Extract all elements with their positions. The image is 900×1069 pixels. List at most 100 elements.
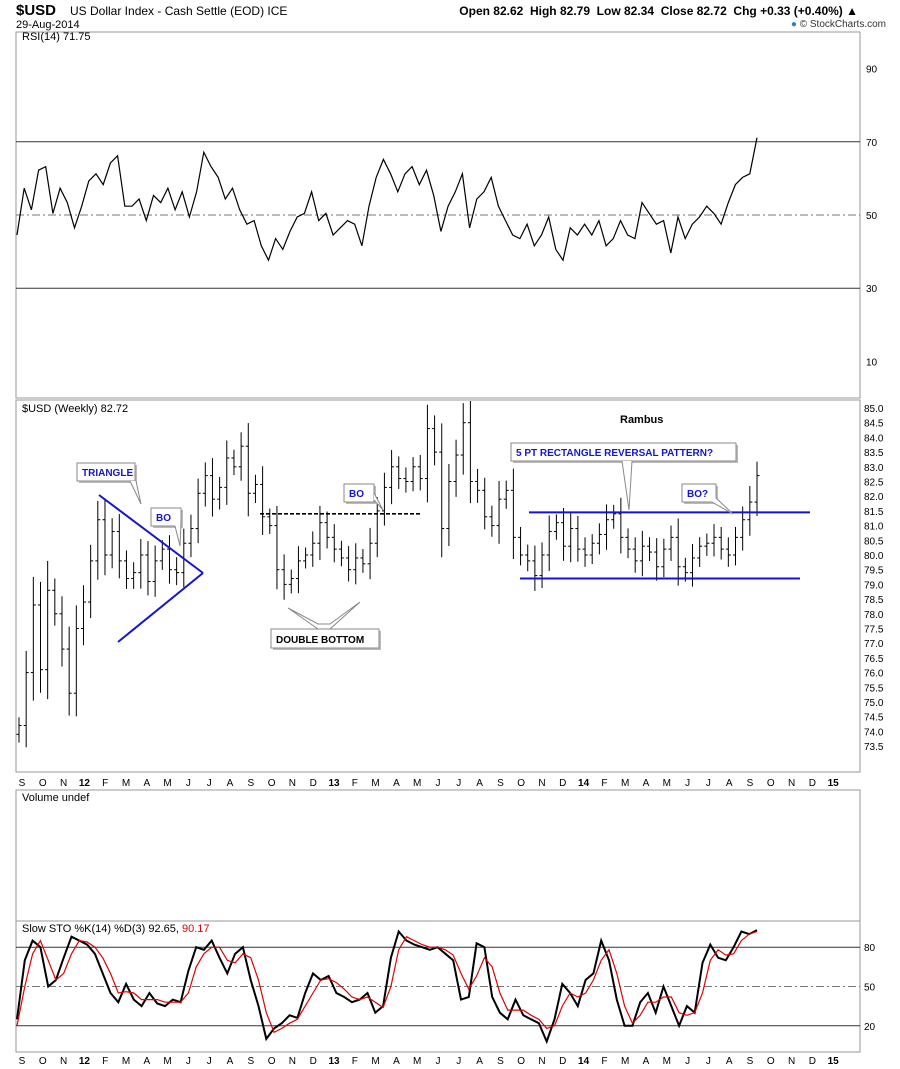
ohlc-bar <box>668 525 674 561</box>
ohlc-bar <box>116 514 122 579</box>
ohlc-bar <box>260 466 266 535</box>
ohlc-bar <box>88 544 94 619</box>
ohlc-bar <box>740 506 746 551</box>
x-tick-label: M <box>621 1056 629 1067</box>
ohlc-bar <box>224 440 230 505</box>
x-tick-label: N <box>289 1056 296 1067</box>
x-tick-label: J <box>186 778 191 789</box>
rsi-tick-label: 70 <box>866 138 878 149</box>
ohlc-bar <box>589 534 595 564</box>
ohlc-bar <box>496 480 502 544</box>
price-tick-label: 78.5 <box>864 595 884 606</box>
ohlc-bar <box>23 650 29 748</box>
x-tick-label: N <box>788 778 795 789</box>
bo1-callout: BO <box>150 507 183 528</box>
rectangle-callout: 5 PT RECTANGLE REVERSAL PATTERN? <box>510 442 738 463</box>
x-tick-label: M <box>163 778 171 789</box>
price-panel: $USD (Weekly) 82.72 Rambus 85.0 84.5 84.0 8… <box>16 401 884 753</box>
x-tick-label: O <box>268 1056 276 1067</box>
ohlc-bar <box>45 560 51 700</box>
x-tick-label: 12 <box>79 1056 91 1067</box>
ohlc-bar <box>37 581 43 693</box>
x-tick-label: M <box>163 1056 171 1067</box>
ohlc-bar <box>238 432 244 481</box>
ohlc-bar <box>381 472 387 526</box>
ohlc-bar <box>518 526 524 566</box>
bo2-callout-pointer <box>373 492 384 511</box>
x-tick-label: A <box>143 1056 150 1067</box>
price-tick-label: 74.0 <box>864 727 884 738</box>
triangle-upper-line <box>98 494 204 574</box>
x-tick-label: A <box>227 1056 234 1067</box>
ohlc-bar <box>317 505 323 560</box>
ohlc-bar <box>59 596 65 667</box>
ohlc-bar <box>202 462 208 507</box>
ohlc-bar <box>30 576 36 701</box>
rsi-panel: RSI(14) 71.75 90 70 50 30 10 <box>16 31 878 368</box>
sto-title: Slow STO %K(14) %D(3) 92.65, 90.17 <box>22 923 210 935</box>
ohlc-bar <box>346 546 352 582</box>
x-tick-label: S <box>497 778 504 789</box>
ohlc-bar <box>711 524 717 557</box>
x-tick-label: 13 <box>328 778 340 789</box>
x-tick-label: 15 <box>828 1056 840 1067</box>
ohlc-bar <box>596 523 602 555</box>
x-tick-label: A <box>143 778 150 789</box>
x-tick-label: A <box>726 1056 733 1067</box>
price-tick-label: 75.0 <box>864 698 884 709</box>
ohlc-bar <box>568 512 574 563</box>
ohlc-bar <box>439 423 445 558</box>
x-tick-label: D <box>809 778 816 789</box>
price-tick-label: 81.0 <box>864 522 884 533</box>
bo3-callout: BO? <box>681 483 718 504</box>
ohlc-bar <box>446 464 452 547</box>
ohlc-bar <box>417 454 423 491</box>
x-tick-label: S <box>747 778 754 789</box>
price-annotations: TRIANGLE BO BO DOUBLE BOTTOM 5 PT RECTANGLE … <box>76 442 810 650</box>
price-tick-label: 78.0 <box>864 610 884 621</box>
ohlc-bar <box>467 401 473 504</box>
x-tick-label: 14 <box>578 778 590 789</box>
x-tick-label: S <box>19 1056 26 1067</box>
x-tick-label: J <box>207 1056 212 1067</box>
ohlc-bar <box>145 541 151 596</box>
ohlc-bar <box>604 504 610 550</box>
x-tick-label: F <box>102 778 108 789</box>
ohlc-bar <box>331 524 337 563</box>
symbol-description: US Dollar Index - Cash Settle (EOD) ICE <box>70 4 288 18</box>
ohlc-bar <box>131 562 137 589</box>
volume-title: Volume undef <box>22 792 90 804</box>
x-tick-label: M <box>413 778 421 789</box>
x-tick-label: D <box>310 778 317 789</box>
price-tick-label: 80.0 <box>864 551 884 562</box>
x-tick-label: J <box>456 1056 461 1067</box>
x-tick-label: J <box>706 1056 711 1067</box>
ohlc-bar <box>582 537 588 567</box>
double-bottom-callout-text: DOUBLE BOTTOM <box>276 635 364 646</box>
ohlc-bar <box>718 526 724 560</box>
brand-icon: ● <box>790 19 797 30</box>
ohlc-bar <box>632 537 638 573</box>
ohlc-bar <box>503 480 509 509</box>
ohlc-bar <box>704 533 710 556</box>
ohlc-bar <box>561 508 567 561</box>
ohlc-bar <box>661 538 667 578</box>
x-tick-label: O <box>767 1056 775 1067</box>
x-tick-label: D <box>559 778 566 789</box>
sto-line-pct-d <box>16 930 758 1034</box>
x-tick-label: O <box>39 778 47 789</box>
ohlc-bar <box>195 478 201 544</box>
price-tick-label: 79.5 <box>864 566 884 577</box>
ohlc-bar <box>310 531 316 567</box>
ohlc-bar <box>389 450 395 505</box>
rsi-tick-label: 30 <box>866 284 878 295</box>
x-tick-label: D <box>310 1056 317 1067</box>
ohlc-bar <box>432 415 438 466</box>
ohlc-bar <box>475 468 481 503</box>
x-tick-label: 14 <box>578 1056 590 1067</box>
x-tick-label: M <box>663 778 671 789</box>
x-tick-label: 12 <box>79 778 91 789</box>
rsi-tick-label: 50 <box>866 211 878 222</box>
triangle-lower-line <box>117 572 204 643</box>
price-tick-label: 83.0 <box>864 463 884 474</box>
